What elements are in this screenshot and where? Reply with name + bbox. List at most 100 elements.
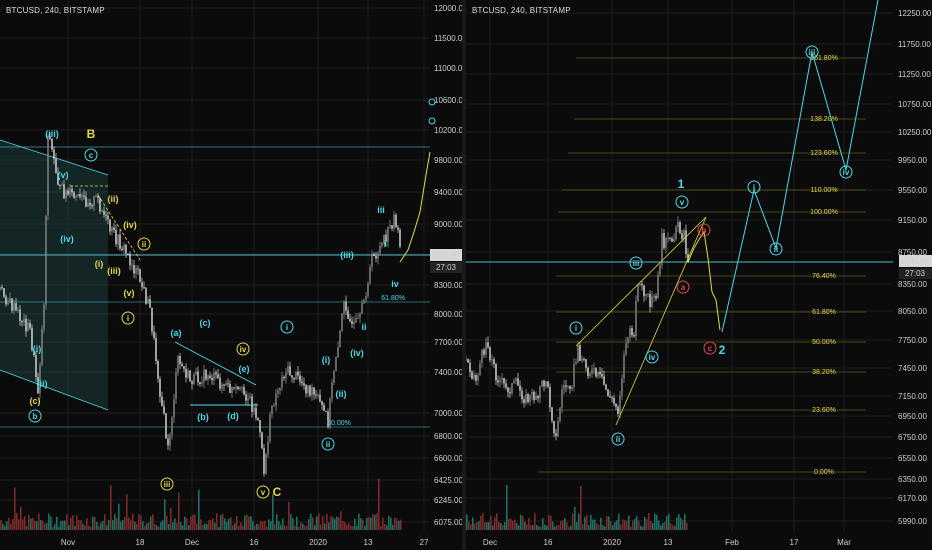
left-volume-bar — [112, 520, 114, 530]
left-volume-bar — [8, 517, 10, 530]
left-candle — [203, 369, 205, 383]
right-chart-pane[interactable]: 12250.00 11750.00 11250.00 10750.00 10250.00… — [466, 0, 932, 550]
left-volume-bar — [46, 523, 48, 530]
right-volume-bar — [560, 520, 562, 530]
left-volume-bar — [204, 523, 206, 530]
left-volume-bar — [62, 520, 64, 530]
left-volume-bar — [192, 514, 194, 530]
left-volume-bar — [278, 521, 280, 530]
right-candle — [473, 375, 475, 379]
left-wave-label: (c) — [200, 318, 211, 328]
left-candle — [117, 234, 119, 245]
right-volume-bar — [616, 520, 618, 530]
right-wave-label: a — [681, 283, 686, 292]
right-volume-bar — [674, 526, 676, 530]
left-wave-label: (iii) — [107, 266, 121, 276]
right-volume-bar — [632, 520, 634, 530]
left-volume-bar — [234, 523, 236, 530]
left-candle — [395, 214, 397, 228]
fib-level-label: 161.80% — [810, 55, 838, 62]
left-candle — [177, 356, 179, 373]
y-tick-label: 8300.00 — [434, 281, 462, 290]
left-candle — [159, 378, 161, 397]
right-candle — [481, 349, 483, 364]
right-candle — [593, 368, 595, 370]
left-volume-bar — [64, 520, 66, 530]
left-chart-pane[interactable]: 12000.00 11500.00 11000.00 10600.00 10200.00… — [0, 0, 462, 550]
left-volume-bar — [252, 520, 254, 530]
left-candle — [107, 215, 109, 220]
left-candle — [37, 376, 39, 394]
right-volume-bar — [582, 524, 584, 530]
left-volume-bar — [92, 516, 94, 530]
left-candle — [85, 196, 87, 207]
right-volume-bar — [608, 516, 610, 530]
left-candle — [0, 287, 1, 290]
x-tick-label: 13 — [364, 538, 373, 547]
left-candle — [43, 304, 45, 329]
right-wave-label: v — [680, 198, 685, 207]
left-candle — [179, 356, 181, 364]
left-candle — [369, 267, 371, 284]
left-volume-bar — [238, 525, 240, 530]
right-candle — [555, 433, 557, 437]
right-candle — [561, 389, 563, 409]
right-wave-label-circle — [645, 350, 659, 364]
left-candle — [265, 453, 267, 474]
left-volume-bar — [76, 515, 78, 530]
left-volume-bar — [276, 514, 278, 530]
left-candle — [241, 387, 243, 389]
left-candle — [341, 313, 343, 331]
right-volume-bar — [652, 523, 654, 530]
left-candle — [355, 318, 357, 323]
left-candle — [61, 184, 63, 186]
right-candle — [505, 383, 507, 388]
right-wave-label: iv — [649, 353, 656, 362]
left-chart-canvas[interactable]: 12000.00 11500.00 11000.00 10600.00 10200.00… — [0, 0, 462, 550]
right-volume-bar — [596, 523, 598, 530]
right-volume-bar — [656, 514, 658, 530]
left-candle — [89, 202, 91, 206]
right-volume-bar — [684, 514, 686, 530]
left-volume-bar — [250, 516, 252, 530]
left-candle — [307, 385, 309, 394]
left-volume-bar — [312, 517, 314, 530]
right-candle — [485, 342, 487, 355]
right-candle — [643, 285, 645, 297]
x-tick-label: 2020 — [309, 538, 327, 547]
left-volume-bar — [18, 519, 20, 530]
left-candle — [399, 229, 401, 247]
right-candle — [605, 384, 607, 390]
left-volume-bar — [150, 516, 152, 530]
left-volume-bar — [188, 525, 190, 530]
left-volume-bar — [330, 516, 332, 530]
right-volume-bar — [600, 517, 602, 530]
left-candle — [221, 384, 223, 389]
left-candle — [327, 411, 329, 427]
left-candle — [217, 374, 219, 378]
left-candle — [223, 384, 225, 386]
y-tick-label: 6245.00 — [434, 496, 462, 505]
right-candle — [675, 227, 677, 240]
left-volume-bar — [50, 516, 52, 530]
y-tick-label: 9000.00 — [434, 220, 462, 229]
y-tick-label: 9800.00 — [434, 156, 462, 165]
left-volume-bar — [388, 515, 390, 530]
left-candle — [165, 413, 167, 439]
left-volume-bar — [376, 513, 378, 530]
right-candle — [621, 378, 623, 396]
pane-divider[interactable] — [462, 0, 466, 550]
left-candle — [111, 227, 113, 232]
right-volume-bar — [586, 514, 588, 530]
left-candle — [389, 225, 391, 227]
right-candle — [559, 408, 561, 422]
right-chart-canvas[interactable]: 12250.00 11750.00 11250.00 10750.00 10250.00… — [466, 0, 932, 550]
right-wave-label: ii — [616, 435, 620, 444]
left-candle — [359, 313, 361, 318]
right-wave-label: iii — [809, 48, 816, 57]
right-volume-bar — [580, 485, 582, 530]
left-volume-bar — [318, 513, 320, 530]
left-candle — [129, 253, 131, 266]
left-wave-label: (iii) — [340, 250, 354, 260]
left-candle — [269, 414, 271, 442]
